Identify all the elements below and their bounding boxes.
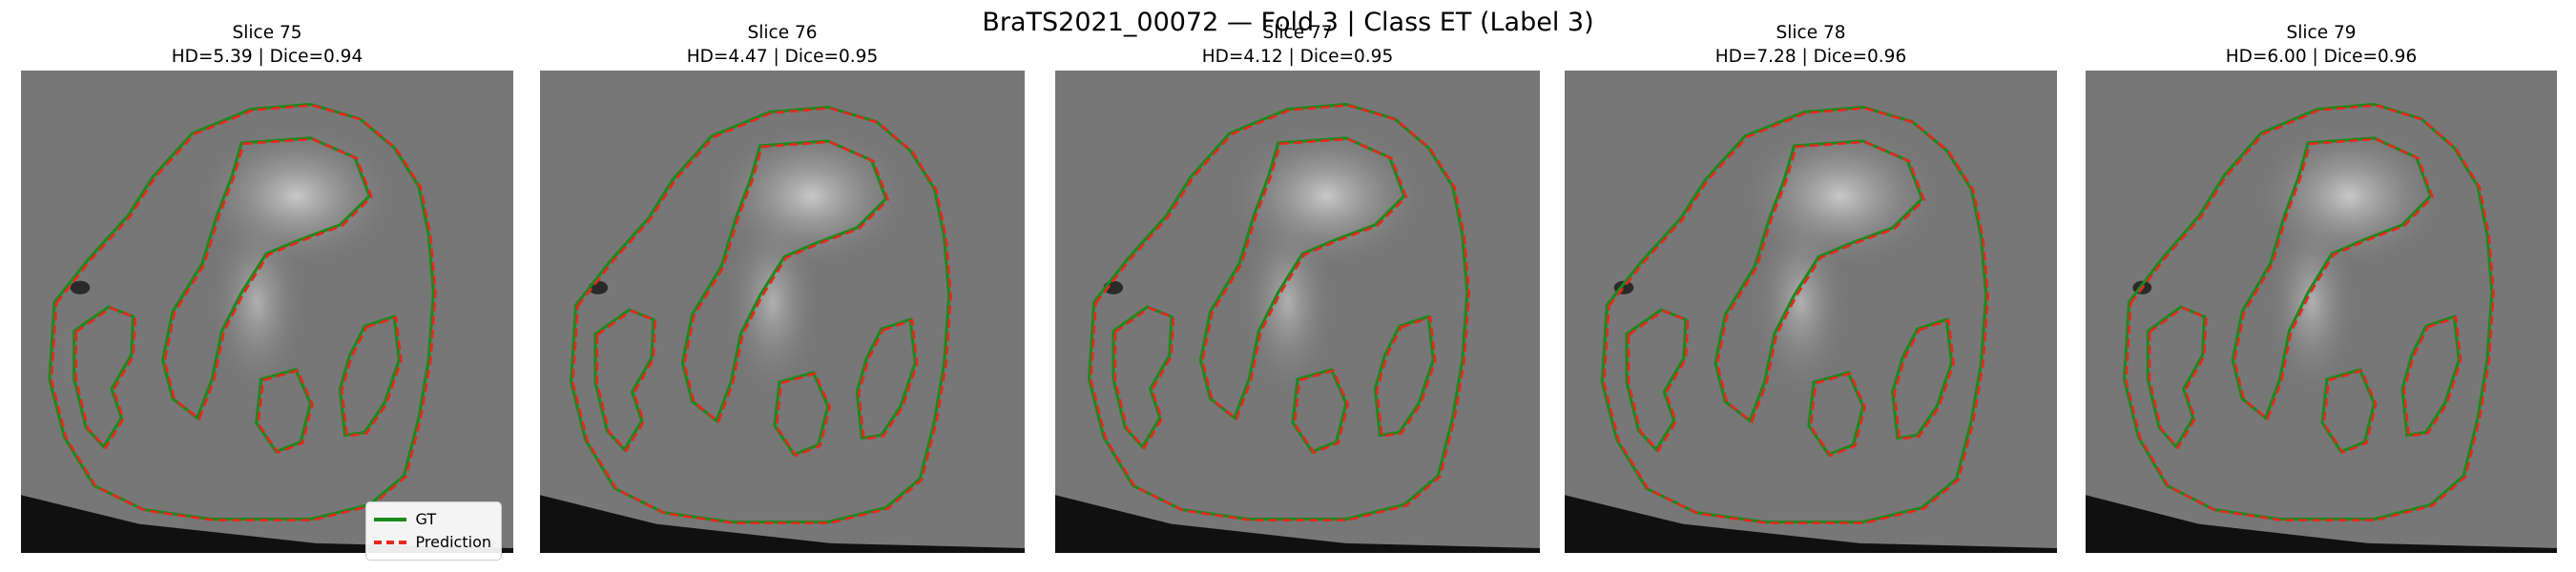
dark-corner [540, 495, 1025, 553]
panel-title: Slice 76 HD=4.47 | Dice=0.95 [540, 21, 1025, 69]
gt-contour [773, 370, 830, 457]
gt-contour [2231, 136, 2433, 420]
prediction-contour [50, 104, 437, 521]
prediction-contour [1809, 372, 1867, 458]
gt-contour [680, 139, 888, 423]
prediction-contour [163, 137, 373, 421]
prediction-contour [595, 309, 657, 453]
panel-title: Slice 78 HD=7.28 | Dice=0.96 [1565, 21, 2057, 69]
prediction-contour [1893, 318, 1955, 441]
slice-svg [1055, 71, 1540, 553]
legend-item-gt: GT [373, 508, 491, 531]
prediction-contour [1627, 309, 1690, 453]
legend-prediction-label: Prediction [415, 533, 491, 551]
bright-region [1756, 214, 1846, 389]
dark-corner [2086, 495, 2557, 553]
metrics-label: HD=5.39 | Dice=0.94 [171, 47, 364, 67]
panel-title: Slice 77 HD=4.12 | Dice=0.95 [1055, 21, 1540, 69]
mri-slice-image [1055, 71, 1540, 553]
gt-contour [2400, 315, 2461, 438]
slice-label: Slice 76 [747, 23, 818, 43]
metrics-label: HD=4.47 | Dice=0.95 [686, 47, 879, 67]
slice-svg [540, 71, 1025, 553]
prediction-contour [1602, 107, 1990, 524]
slice-svg [1565, 71, 2057, 553]
mri-slice-image [540, 71, 1025, 553]
bright-region [1244, 214, 1332, 389]
slice-panel: Slice 79 HD=6.00 | Dice=0.96 [2086, 0, 2557, 572]
legend-item-prediction: Prediction [373, 531, 491, 554]
prediction-contour [2322, 369, 2378, 455]
prediction-contour [74, 306, 137, 450]
panel-title: Slice 79 HD=6.00 | Dice=0.96 [2086, 21, 2557, 69]
slice-panel: Slice 77 HD=4.12 | Dice=0.95 [1055, 0, 1540, 572]
prediction-contour [2233, 137, 2435, 421]
bright-region [213, 214, 302, 389]
slice-label: Slice 75 [232, 23, 302, 43]
mri-slice-image [2086, 71, 2557, 553]
dark-corner [21, 495, 513, 553]
gt-contour [855, 317, 917, 440]
gt-contour [2320, 367, 2376, 454]
legend: GT Prediction [364, 501, 502, 561]
slice-label: Slice 79 [2286, 23, 2357, 43]
legend-gt-label: GT [415, 510, 437, 528]
gt-contour [1373, 315, 1435, 438]
gt-contour [255, 367, 313, 454]
prediction-contour [2402, 316, 2462, 438]
prediction-contour [683, 140, 890, 424]
prediction-contour [857, 318, 919, 441]
slice-label: Slice 77 [1262, 23, 1333, 43]
prediction-contour [257, 369, 314, 455]
gt-contour [338, 315, 401, 438]
gt-line-swatch [373, 518, 406, 521]
bright-region [2269, 214, 2355, 389]
gt-contour [1891, 317, 1954, 440]
dark-spot [70, 280, 91, 295]
slice-panel: Slice 78 HD=7.28 | Dice=0.96 [1565, 0, 2057, 572]
prediction-contour [1113, 306, 1175, 450]
gt-contour [2146, 305, 2207, 450]
panel-title: Slice 75 HD=5.39 | Dice=0.94 [21, 21, 513, 69]
slice-panel: Slice 76 HD=4.47 | Dice=0.95 [540, 0, 1025, 572]
gt-contour [73, 305, 135, 450]
prediction-contour [2148, 306, 2208, 450]
prediction-contour [775, 372, 832, 458]
slice-panel: Slice 75 HD=5.39 | Dice=0.94 GT Predicti… [21, 0, 513, 572]
prediction-contour [571, 107, 953, 524]
dark-corner [1565, 495, 2057, 553]
prediction-contour [1715, 140, 1926, 424]
metrics-label: HD=4.12 | Dice=0.95 [1201, 47, 1394, 67]
gt-contour [1807, 370, 1865, 457]
gt-contour [1198, 136, 1406, 420]
figure-title: BraTS2021_00072 — Fold 3 | Class ET (Lab… [982, 8, 1594, 37]
slice-svg [2086, 71, 2557, 553]
slice-label: Slice 78 [1776, 23, 1846, 43]
prediction-contour [1376, 316, 1437, 438]
prediction-contour [2125, 104, 2496, 521]
bright-region [729, 214, 817, 389]
gt-contour [1625, 308, 1688, 453]
prediction-line-swatch [373, 541, 406, 544]
slice-svg [21, 71, 513, 553]
metrics-label: HD=6.00 | Dice=0.96 [2225, 47, 2418, 67]
gt-contour [161, 136, 372, 420]
prediction-contour [1201, 137, 1408, 421]
dark-corner [1055, 495, 1540, 553]
prediction-contour [1293, 369, 1350, 455]
gt-contour [1111, 305, 1174, 450]
gt-contour [1291, 367, 1348, 454]
mri-slice-image [1565, 71, 2057, 553]
mri-slice-image [21, 71, 513, 553]
prediction-contour [1090, 104, 1471, 521]
metrics-label: HD=7.28 | Dice=0.96 [1714, 47, 1907, 67]
prediction-contour [341, 316, 403, 438]
gt-contour [1714, 139, 1924, 423]
gt-contour [593, 308, 655, 453]
